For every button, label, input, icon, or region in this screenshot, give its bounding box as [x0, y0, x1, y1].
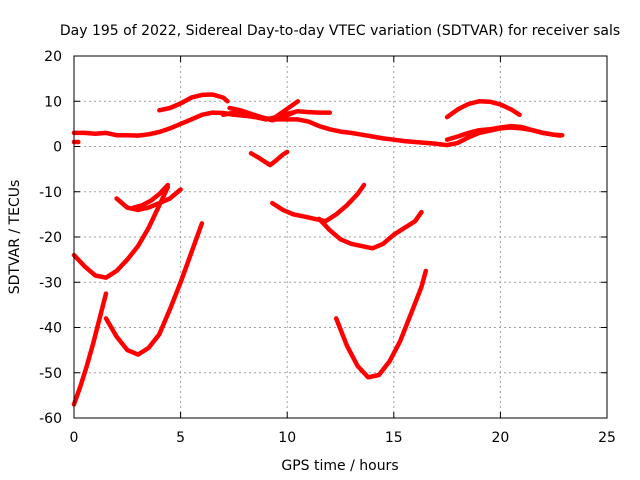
x-axis-ticks: 0 5 10 15 20 25: [70, 56, 616, 446]
x-tick-label: 20: [491, 430, 509, 446]
y-tick-label: -10: [39, 185, 62, 201]
series-track-15: [71, 291, 109, 407]
series-track-01: [71, 110, 563, 148]
series-track-11: [131, 182, 171, 210]
series-track-13: [316, 209, 424, 251]
chart-title: Day 195 of 2022, Sidereal Day-to-day VTE…: [60, 23, 620, 39]
series-track-07: [248, 149, 290, 168]
y-axis-label: SDTVAR / TECUs: [7, 180, 23, 295]
x-tick-label: 5: [176, 430, 185, 446]
series-track-10: [114, 187, 183, 213]
x-tick-label: 0: [70, 430, 79, 446]
x-tick-label: 25: [598, 430, 616, 446]
x-tick-label: 15: [385, 430, 403, 446]
y-tick-label: -40: [39, 321, 62, 337]
series-track-06: [270, 99, 301, 122]
series-track-17: [333, 268, 429, 380]
y-tick-label: 10: [44, 94, 62, 110]
y-tick-label: -30: [39, 275, 62, 291]
series-track-09: [444, 123, 565, 142]
series-track-16: [103, 221, 205, 357]
series-track-03: [157, 92, 230, 113]
x-axis-label: GPS time / hours: [281, 458, 398, 474]
data-series: [71, 92, 565, 407]
series-track-12: [270, 182, 367, 224]
y-axis-ticks: -60 -50 -40 -30 -20 -10 0 10 20: [39, 49, 607, 427]
y-tick-label: 20: [44, 49, 62, 65]
x-tick-label: 10: [278, 430, 296, 446]
series-track-08: [444, 99, 522, 120]
y-tick-label: -20: [39, 230, 62, 246]
y-tick-label: -60: [39, 411, 62, 427]
series-track-14: [71, 184, 171, 280]
y-tick-label: -50: [39, 366, 62, 382]
y-tick-label: 0: [53, 140, 62, 156]
